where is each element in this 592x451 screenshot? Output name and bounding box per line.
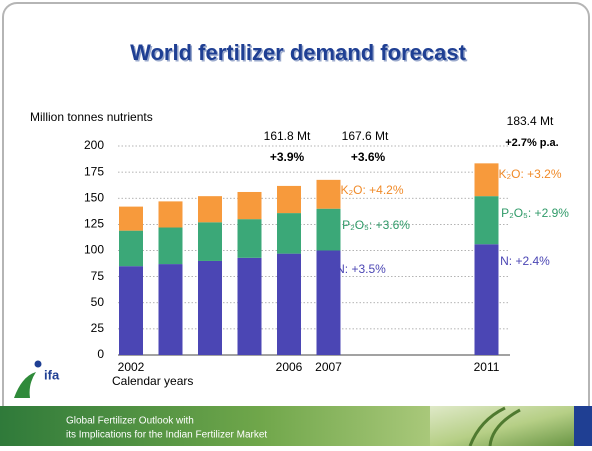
footer-edge — [574, 406, 592, 446]
y-tick-label: 100 — [84, 243, 104, 257]
logo-dot — [34, 360, 42, 368]
plot: 0 25 50 75 100 125 150 175 200 2002 2006 2007 2011 16… — [84, 114, 569, 374]
x-axis-label: Calendar years — [112, 374, 193, 388]
x-tick-label: 2007 — [315, 360, 342, 374]
bar-segment — [119, 266, 143, 355]
annotation: 183.4 Mt — [507, 114, 554, 128]
bar-segment — [316, 208, 341, 251]
y-tick-label: 0 — [97, 347, 104, 361]
bar-segment — [237, 191, 262, 220]
bar-segment — [198, 196, 222, 223]
x-tick-label: 2006 — [276, 360, 303, 374]
footer-line2: its Implications for the Indian Fertiliz… — [66, 430, 267, 441]
annotation: P₂O₅: +3.6% — [342, 218, 410, 232]
y-tick-label: 50 — [91, 295, 105, 309]
bar-segment — [277, 213, 301, 254]
bar-segment — [158, 227, 183, 265]
annotation: 161.8 Mt — [264, 129, 311, 143]
bar-segment — [316, 250, 341, 355]
chart-title: World fertilizer demand forecast — [130, 40, 466, 65]
chart-title-shadow: World fertilizer demand forecast — [132, 41, 468, 66]
footer-band — [0, 406, 430, 446]
y-tick-label: 75 — [91, 269, 105, 283]
annotation: +3.9% — [270, 150, 305, 164]
annotation: N: +3.5% — [336, 262, 386, 276]
bar-segment — [158, 201, 183, 228]
y-tick-label: 200 — [84, 138, 104, 152]
footer-line1: Global Fertilizer Outlook with — [66, 416, 194, 427]
y-axis-label: Million tonnes nutrients — [30, 110, 153, 124]
annotation: +3.6% — [351, 150, 386, 164]
annotation: K₂O: +4.2% — [340, 183, 403, 197]
x-tick-label: 2002 — [118, 360, 145, 374]
bar-segment — [277, 253, 301, 355]
annotation: +2.7% p.a. — [505, 137, 559, 149]
bar-segment — [198, 222, 222, 261]
bar-segment — [119, 206, 143, 231]
footer-leaves — [468, 406, 521, 447]
logo: ifa — [14, 360, 60, 398]
y-tick-label: 25 — [91, 321, 105, 335]
bar-segment — [277, 185, 301, 214]
logo-leaf — [14, 372, 36, 398]
bar-segment — [474, 163, 499, 197]
bar-segment — [119, 230, 143, 267]
annotation: K₂O: +3.2% — [498, 167, 561, 181]
y-tick-label: 125 — [84, 217, 104, 231]
bar-segment — [237, 257, 262, 355]
annotation: 167.6 Mt — [342, 129, 389, 143]
logo-text: ifa — [44, 367, 60, 382]
y-tick-label: 175 — [84, 164, 104, 178]
bar-segment — [474, 196, 499, 245]
annotation: N: +2.4% — [500, 254, 550, 268]
bar-segment — [158, 264, 183, 355]
bar-segment — [198, 260, 222, 355]
bar-segment — [237, 219, 262, 258]
footer-photo — [430, 406, 592, 446]
bar-segment — [474, 244, 499, 355]
x-tick-label: 2011 — [474, 360, 500, 374]
annotation: P₂O₅: +2.9% — [501, 206, 569, 220]
y-tick-label: 150 — [84, 190, 104, 204]
bar-segment — [316, 179, 341, 209]
